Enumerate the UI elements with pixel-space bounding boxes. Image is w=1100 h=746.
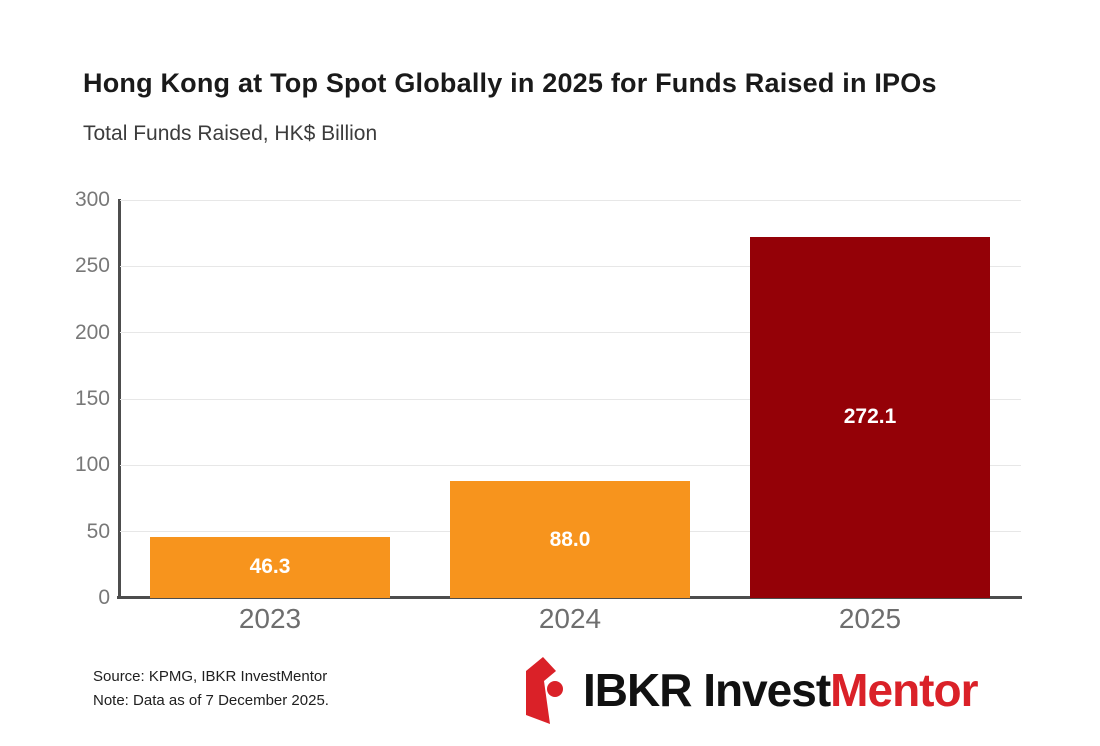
logo-text: IBKR InvestMentor [583,655,979,726]
x-tick-label: 2023 [238,603,302,634]
grid-line [120,199,1021,201]
y-tick-label: 150 [74,387,110,410]
chart-title: Hong Kong at Top Spot Globally in 2025 f… [83,68,937,98]
grid-line [120,332,1021,334]
bar-value-label: 272.1 [843,405,897,429]
y-tick-label: 100 [74,453,110,477]
y-tick-label: 50 [86,519,110,543]
bar-value-label: 46.3 [249,555,291,579]
source-note: Source: KPMG, IBKR InvestMentor [93,668,328,685]
ibkr-logo-mark-icon [526,656,563,724]
y-axis-line [118,199,121,598]
logo-text-red: Mentor [830,663,978,716]
bar-2023: 46.3 [150,536,390,598]
chart-subtitle: Total Funds Raised, HK$ Billion [83,122,378,145]
bar-2025: 272.1 [750,237,990,598]
bar-2024: 88.0 [450,481,690,598]
logo-text-black: IBKR Invest [583,663,831,716]
bar-value-label: 88.0 [549,527,591,551]
x-tick-label: 2025 [838,603,902,634]
ibkr-investmentor-logo: IBKR InvestMentor [520,652,1040,728]
grid-line [120,398,1021,400]
y-tick-label: 300 [74,188,110,211]
date-note: Note: Data as of 7 December 2025. [93,692,329,709]
y-tick-label: 0 [98,586,110,609]
x-tick-label: 2024 [538,603,602,634]
y-tick-label: 250 [74,254,110,278]
grid-line [120,464,1021,466]
y-tick-label: 200 [74,320,110,344]
grid-line [120,265,1021,267]
